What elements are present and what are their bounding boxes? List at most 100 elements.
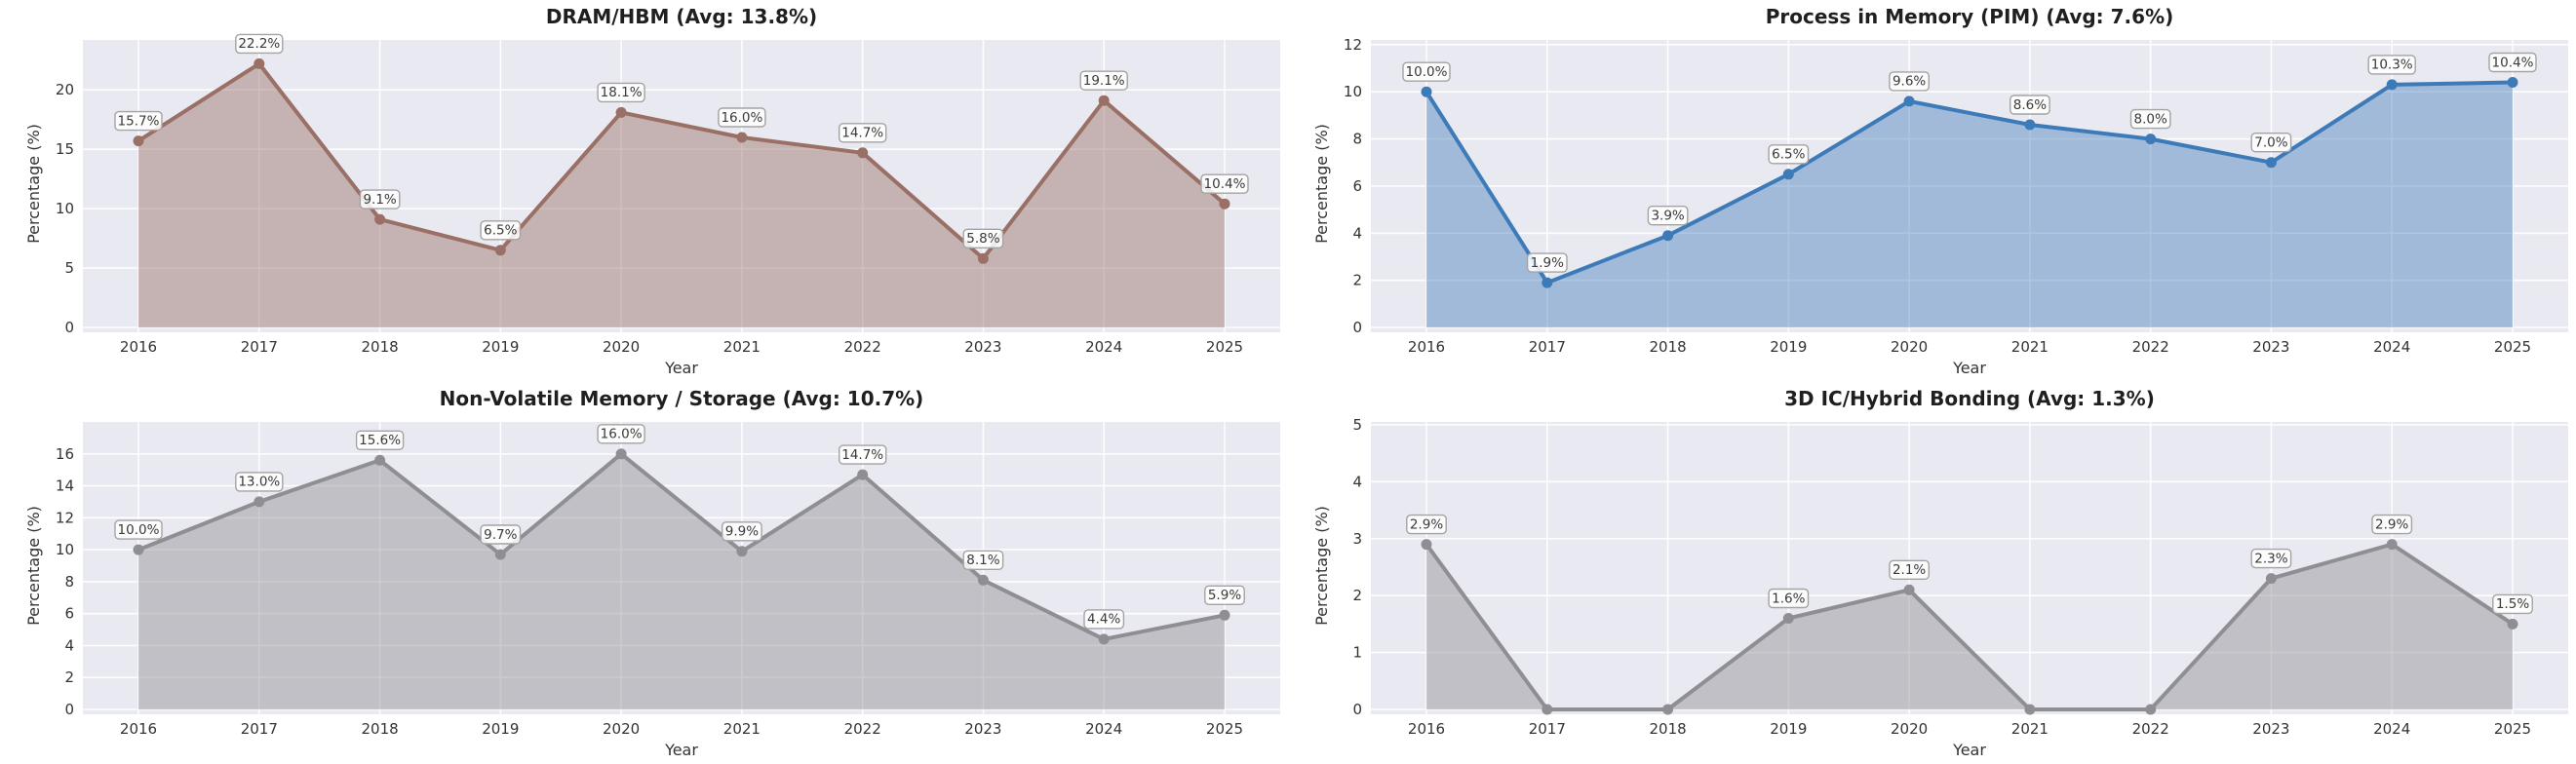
y-tick-label: 10 [56, 200, 74, 217]
data-point-label: 2.3% [2254, 551, 2287, 566]
data-point-marker [1098, 633, 1110, 645]
x-axis-title: Year [664, 359, 698, 377]
data-point-label-box [1204, 585, 1245, 606]
data-point-label: 5.8% [966, 231, 999, 247]
data-point-label-box [1079, 70, 1128, 91]
x-tick-label: 2020 [603, 720, 640, 738]
chart-plot-3dic-hybrid-bonding: 2.9% 1.6% 2.1% 2.3% 2.9% 1.5% 0 1 2 3 4 5 2016 2017 20… [1312, 416, 2568, 759]
data-point-label-box [235, 33, 284, 55]
y-tick-label: 2 [1352, 587, 1362, 604]
data-point-label-box [1889, 559, 1931, 581]
chart-title-pim: Process in Memory (PIM) (Avg: 7.6%) [1765, 5, 2174, 28]
data-point-label-box [2492, 593, 2533, 615]
area-fill [138, 453, 1225, 709]
data-point-marker [494, 245, 506, 256]
data-point-marker [254, 57, 265, 69]
plot-background [83, 422, 1280, 714]
y-tick-label: 2 [64, 668, 74, 686]
data-point-label: 8.6% [2013, 97, 2047, 113]
chart-plot-dram-hbm: 15.7% 22.2% 9.1% 6.5% 18.1% 16.0% 14.7% 5.8% 19.… [24, 33, 1280, 377]
x-tick-label: 2019 [1770, 338, 1807, 356]
x-tick-label: 2020 [1891, 720, 1928, 738]
y-tick-label: 6 [1352, 177, 1362, 195]
x-tick-label: 2018 [1650, 720, 1687, 738]
x-tick-label: 2020 [603, 338, 640, 356]
chart-plot-pim: 10.0% 1.9% 3.9% 6.5% 9.6% 8.6% 8.0% 7.0% 10.3% 10… [1312, 36, 2568, 377]
data-point-marker [1662, 704, 1674, 715]
data-point-label-box [597, 82, 645, 103]
area-fill [1426, 544, 2513, 709]
data-point-marker [2265, 157, 2277, 169]
y-tick-label: 12 [56, 509, 74, 526]
data-point-label-box [359, 189, 401, 210]
data-point-label-box [2371, 514, 2413, 535]
gridlines [1371, 40, 2568, 332]
data-point-label: 1.5% [2496, 596, 2529, 612]
data-point-label: 3.9% [1651, 209, 1684, 224]
chart-panel-dram-hbm: DRAM/HBM (Avg: 13.8%) 15.7% 22.2% 9.1% 6.5%… [0, 0, 1288, 382]
x-axis-title: Year [1952, 359, 1986, 377]
data-point-label-box [839, 444, 887, 465]
data-point-label-box [962, 550, 1004, 571]
x-tick-label: 2018 [362, 720, 399, 738]
y-tick-label: 12 [1344, 36, 1362, 54]
data-point-label-box [1889, 71, 1931, 92]
x-tick-label: 2017 [241, 338, 278, 356]
plot-background [1371, 422, 2568, 714]
data-point-label-box [1406, 514, 1447, 535]
x-tick-label: 2023 [964, 338, 1001, 356]
x-tick-label: 2020 [1891, 338, 1928, 356]
x-tick-label: 2023 [2252, 720, 2289, 738]
y-tick-label: 4 [64, 636, 74, 654]
x-tick-label: 2022 [844, 720, 881, 738]
data-point-marker [133, 135, 144, 147]
y-tick-label: 16 [56, 445, 74, 463]
area-fill [1426, 82, 2513, 327]
x-axis-title: Year [1952, 741, 1986, 759]
y-tick-label: 0 [64, 319, 74, 336]
data-point-label: 16.0% [721, 110, 762, 126]
x-tick-label: 2019 [482, 720, 519, 738]
data-point-label: 6.5% [1772, 147, 1805, 163]
x-tick-label: 2024 [2373, 720, 2410, 738]
data-point-label-box [2250, 548, 2292, 569]
data-point-marker [2145, 704, 2157, 715]
data-point-label-box [2010, 95, 2050, 115]
x-tick-label: 2021 [2011, 720, 2049, 738]
chart-panel-3dic-hybrid-bonding: 3D IC/Hybrid Bonding (Avg: 1.3%) 2.9% 1.6… [1288, 382, 2576, 764]
x-tick-label: 2023 [2252, 338, 2289, 356]
data-point-label: 10.3% [2371, 57, 2413, 73]
data-point-label: 22.2% [238, 36, 280, 52]
data-point-label: 19.1% [1083, 73, 1125, 89]
data-point-label-box [722, 521, 762, 542]
y-tick-label: 6 [64, 605, 74, 623]
y-tick-label: 2 [1352, 272, 1362, 289]
y-tick-label: 0 [1352, 701, 1362, 718]
data-point-label: 9.1% [363, 192, 396, 208]
y-axis-title: Percentage (%) [1312, 506, 1331, 626]
x-tick-label: 2021 [723, 720, 761, 738]
data-point-label: 4.4% [1087, 612, 1120, 628]
y-axis-title: Percentage (%) [1312, 124, 1331, 244]
y-axis-title: Percentage (%) [24, 506, 43, 626]
chart-panel-nvm-storage: Non-Volatile Memory / Storage (Avg: 10.7… [0, 382, 1288, 764]
data-point-marker [494, 549, 506, 560]
data-point-marker [374, 213, 386, 225]
data-point-label-box [480, 220, 522, 241]
y-tick-label: 20 [56, 81, 74, 98]
data-point-marker [1542, 277, 1553, 288]
x-tick-label: 2024 [1085, 720, 1122, 738]
data-point-label: 13.0% [238, 475, 280, 490]
x-tick-label: 2019 [1770, 720, 1807, 738]
data-point-label-box [1526, 252, 1568, 273]
x-tick-label: 2017 [1529, 338, 1566, 356]
data-point-marker [2145, 134, 2157, 145]
y-axis-title: Percentage (%) [24, 124, 43, 244]
data-point-label: 10.4% [1204, 176, 1246, 192]
x-tick-label: 2022 [2132, 720, 2169, 738]
area-fill [138, 63, 1225, 328]
x-tick-label: 2025 [1206, 338, 1243, 356]
y-tick-label: 0 [64, 701, 74, 718]
data-point-label-box [1768, 144, 1810, 165]
data-point-marker [977, 574, 989, 586]
